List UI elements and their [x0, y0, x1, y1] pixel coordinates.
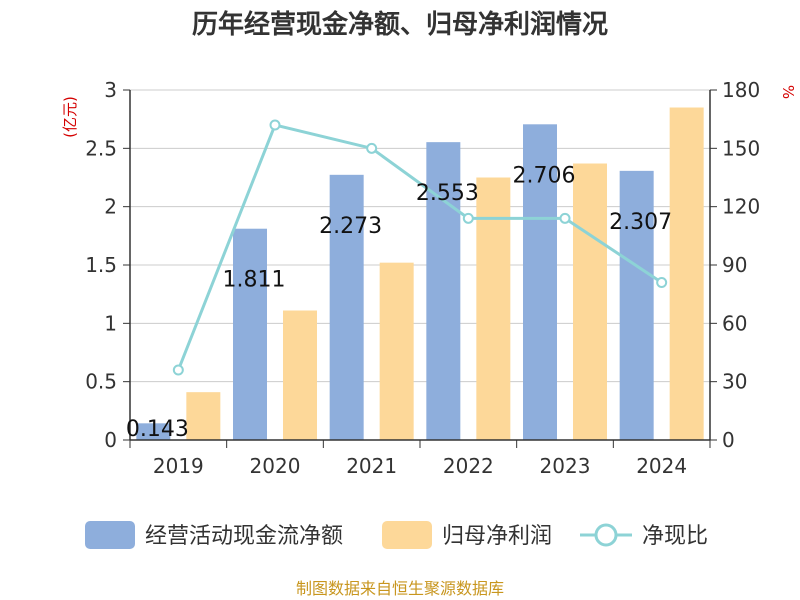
- left-tick-label: 3: [104, 78, 117, 102]
- chart-title: 历年经营现金净额、归母净利润情况: [192, 9, 608, 40]
- left-tick-label: 1.5: [85, 253, 117, 277]
- ratio-point[interactable]: [462, 212, 474, 224]
- bar-operating-cashflow[interactable]: [329, 174, 364, 441]
- left-tick-label: 0.5: [85, 370, 117, 394]
- left-tick-label: 2.5: [85, 136, 117, 160]
- left-tick-label: 2: [104, 195, 117, 219]
- x-tick-label: 2024: [636, 454, 687, 478]
- grid: [130, 89, 710, 383]
- x-tick-label: 2023: [540, 454, 591, 478]
- bar-operating-cashflow[interactable]: [233, 228, 267, 440]
- ratio-point[interactable]: [366, 142, 378, 154]
- legend-swatch-net-profit[interactable]: [382, 521, 432, 549]
- left-axis-unit: (亿元): [61, 96, 79, 138]
- bar-net-profit[interactable]: [379, 262, 414, 440]
- data-label-operating-cashflow: 1.811: [223, 268, 286, 293]
- left-tick-label: 1: [104, 311, 117, 335]
- right-tick-label: 180: [722, 78, 760, 102]
- bars: [136, 107, 704, 441]
- data-label-operating-cashflow: 2.706: [513, 163, 576, 188]
- right-axis-unit: %: [779, 85, 797, 99]
- ratio-point[interactable]: [656, 277, 668, 288]
- ratio-point[interactable]: [269, 119, 281, 131]
- data-label-operating-cashflow: 2.553: [416, 181, 479, 206]
- ratio-point[interactable]: [172, 364, 184, 376]
- right-tick-label: 90: [722, 253, 747, 277]
- x-tick-label: 2021: [346, 454, 397, 478]
- bar-operating-cashflow[interactable]: [136, 423, 171, 440]
- source-note: 制图数据来自恒生聚源数据库: [296, 579, 504, 598]
- bar-net-profit[interactable]: [573, 163, 607, 441]
- data-label-operating-cashflow: 2.273: [319, 214, 382, 239]
- left-tick-label: 0: [104, 428, 117, 452]
- ratio-line-path: [176, 123, 663, 371]
- right-tick-label: 30: [722, 370, 747, 394]
- data-label-operating-cashflow: 0.143: [126, 417, 189, 442]
- bar-net-profit[interactable]: [283, 310, 317, 441]
- legend-label-operating-cashflow: 经营活动现金流净额: [145, 524, 343, 549]
- legend-swatch-operating-cashflow[interactable]: [85, 521, 135, 549]
- data-label-operating-cashflow: 2.307: [609, 210, 672, 235]
- ratio-line: [172, 119, 668, 376]
- right-tick-label: 0: [722, 428, 735, 452]
- bar-operating-cashflow[interactable]: [619, 170, 654, 440]
- legend: 经营活动现金流净额 归母净利润 净现比: [85, 521, 708, 549]
- data-labels: 0.143 1.811 2.273 2.553 2.706 2.307: [126, 163, 672, 442]
- bar-net-profit[interactable]: [669, 107, 704, 441]
- right-tick-label: 120: [722, 195, 760, 219]
- x-tick-label: 2019: [153, 454, 204, 478]
- legend-swatch-ratio-marker: [594, 523, 618, 547]
- ratio-point[interactable]: [559, 212, 571, 224]
- right-tick-label: 150: [722, 136, 760, 160]
- bar-net-profit[interactable]: [476, 177, 511, 441]
- legend-label-net-profit: 归母净利润: [442, 524, 552, 549]
- x-tick-label: 2020: [250, 454, 301, 478]
- bar-operating-cashflow[interactable]: [523, 124, 557, 441]
- x-tick-label: 2022: [443, 454, 494, 478]
- right-tick-label: 60: [722, 311, 747, 335]
- legend-label-ratio: 净现比: [642, 524, 708, 549]
- bar-net-profit[interactable]: [186, 392, 221, 440]
